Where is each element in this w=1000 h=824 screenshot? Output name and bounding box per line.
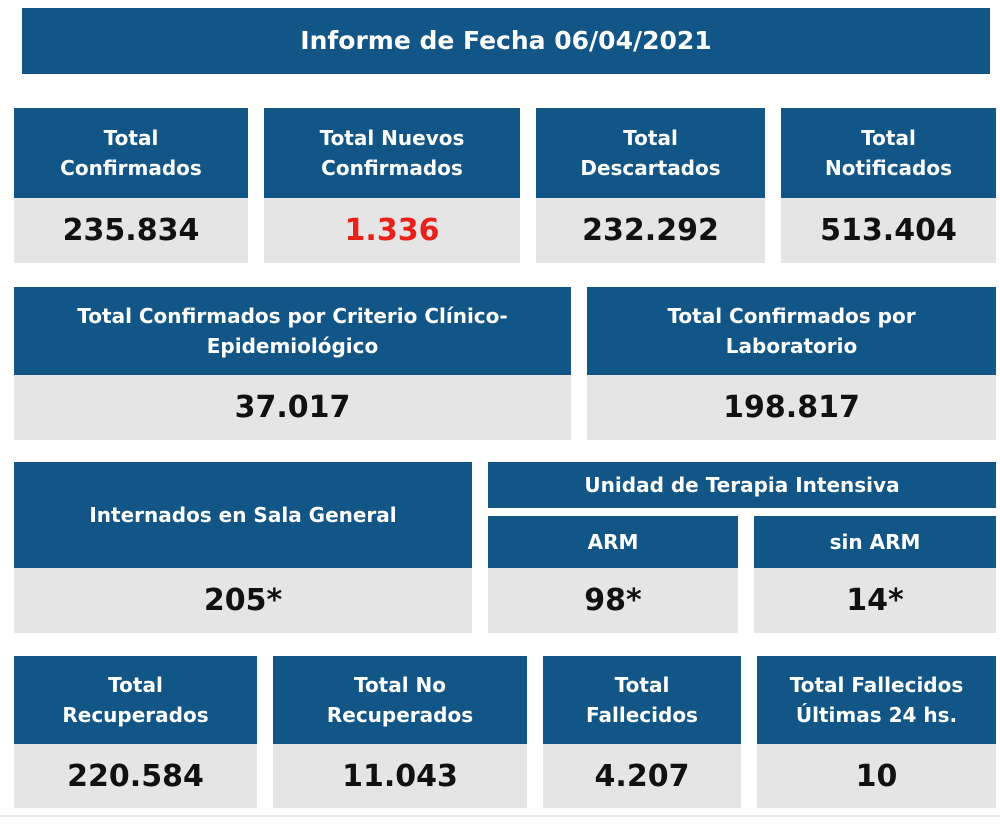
report-title: Informe de Fecha 06/04/2021	[22, 8, 990, 74]
uti-header: Unidad de Terapia Intensiva	[488, 462, 996, 508]
card-label: Total Descartados	[536, 108, 765, 198]
card-label: Total Confirmados	[14, 108, 248, 198]
bottom-divider	[0, 815, 1000, 817]
card-label: Total Fallecidos Últimas 24 hs.	[757, 656, 996, 744]
card-value: 198.817	[587, 375, 996, 440]
card-label: Total No Recuperados	[273, 656, 527, 744]
card-label: Internados en Sala General	[14, 462, 472, 568]
card-label: sin ARM	[754, 516, 996, 568]
card-value: 37.017	[14, 375, 571, 440]
card-label: Total Confirmados por Criterio Clínico-E…	[14, 287, 571, 375]
card-label: ARM	[488, 516, 738, 568]
card-value: 98*	[488, 568, 738, 633]
card-value: 1.336	[264, 198, 520, 263]
card-value: 513.404	[781, 198, 996, 263]
card-value: 10	[757, 744, 996, 808]
card-label: Total Fallecidos	[543, 656, 741, 744]
card-value: 232.292	[536, 198, 765, 263]
card-value: 4.207	[543, 744, 741, 808]
card-label: Total Notificados	[781, 108, 996, 198]
card-label: Total Recuperados	[14, 656, 257, 744]
card-label: Total Confirmados por Laboratorio	[587, 287, 996, 375]
card-value: 14*	[754, 568, 996, 633]
card-label: Total Nuevos Confirmados	[264, 108, 520, 198]
card-value: 11.043	[273, 744, 527, 808]
card-value: 220.584	[14, 744, 257, 808]
card-value: 235.834	[14, 198, 248, 263]
card-value: 205*	[14, 568, 472, 633]
